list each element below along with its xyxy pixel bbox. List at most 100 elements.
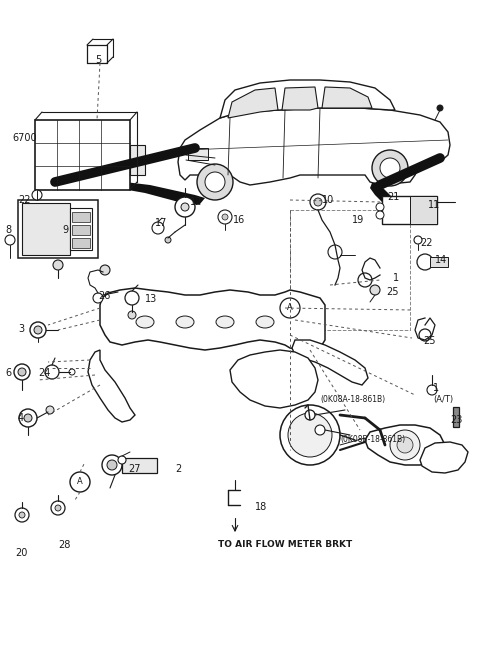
Text: A: A bbox=[77, 478, 83, 487]
Circle shape bbox=[397, 437, 413, 453]
Circle shape bbox=[372, 150, 408, 186]
Circle shape bbox=[19, 409, 37, 427]
Text: 23: 23 bbox=[450, 415, 462, 425]
Text: 1: 1 bbox=[393, 273, 399, 283]
Text: (A/T): (A/T) bbox=[433, 395, 453, 404]
Bar bbox=[72, 225, 90, 235]
Text: 25: 25 bbox=[386, 287, 398, 297]
Polygon shape bbox=[365, 425, 445, 465]
Text: 24: 24 bbox=[38, 368, 50, 378]
Bar bbox=[22, 203, 70, 255]
Circle shape bbox=[5, 235, 15, 245]
Circle shape bbox=[69, 369, 75, 375]
Text: 12: 12 bbox=[190, 197, 203, 207]
Circle shape bbox=[390, 430, 420, 460]
Text: (0K08B-18-861B): (0K08B-18-861B) bbox=[340, 435, 405, 444]
Circle shape bbox=[305, 410, 315, 420]
Circle shape bbox=[417, 254, 433, 270]
Polygon shape bbox=[292, 340, 368, 385]
Text: 22: 22 bbox=[18, 195, 31, 205]
Text: 18: 18 bbox=[255, 502, 267, 512]
Text: 1: 1 bbox=[433, 383, 439, 393]
Text: 27: 27 bbox=[128, 464, 141, 474]
Text: 2: 2 bbox=[175, 464, 181, 474]
Polygon shape bbox=[100, 288, 325, 350]
Circle shape bbox=[19, 512, 25, 518]
Circle shape bbox=[102, 455, 122, 475]
Circle shape bbox=[165, 237, 171, 243]
Circle shape bbox=[414, 236, 422, 244]
Bar bbox=[430, 257, 448, 267]
Circle shape bbox=[152, 222, 164, 234]
Ellipse shape bbox=[216, 316, 234, 328]
Circle shape bbox=[128, 311, 136, 319]
Text: 28: 28 bbox=[58, 540, 71, 550]
Text: 14: 14 bbox=[435, 255, 447, 265]
Polygon shape bbox=[322, 87, 372, 108]
Polygon shape bbox=[420, 442, 468, 473]
Text: 17: 17 bbox=[155, 218, 168, 228]
Text: 19: 19 bbox=[352, 215, 364, 225]
Bar bbox=[70, 208, 92, 250]
Circle shape bbox=[376, 211, 384, 219]
Bar bbox=[130, 145, 145, 175]
Polygon shape bbox=[178, 108, 450, 185]
Circle shape bbox=[55, 505, 61, 511]
Ellipse shape bbox=[256, 316, 274, 328]
Text: 4: 4 bbox=[18, 413, 24, 423]
Text: 6: 6 bbox=[5, 368, 11, 378]
Bar bbox=[35, 120, 130, 190]
Text: TO AIR FLOW METER BRKT: TO AIR FLOW METER BRKT bbox=[218, 540, 352, 549]
Circle shape bbox=[205, 172, 225, 192]
Text: 6700: 6700 bbox=[12, 133, 36, 143]
Circle shape bbox=[181, 203, 189, 211]
Ellipse shape bbox=[176, 316, 194, 328]
Circle shape bbox=[288, 413, 332, 457]
Circle shape bbox=[118, 456, 126, 464]
Circle shape bbox=[45, 365, 59, 379]
Circle shape bbox=[32, 190, 42, 200]
Circle shape bbox=[15, 508, 29, 522]
Circle shape bbox=[310, 194, 326, 210]
Circle shape bbox=[93, 293, 103, 303]
Circle shape bbox=[380, 158, 400, 178]
Bar bbox=[453, 407, 459, 427]
Circle shape bbox=[24, 414, 32, 422]
Circle shape bbox=[70, 472, 90, 492]
Text: 22: 22 bbox=[420, 238, 432, 248]
Text: 8: 8 bbox=[5, 225, 11, 235]
Circle shape bbox=[107, 460, 117, 470]
Polygon shape bbox=[220, 80, 395, 118]
Text: 16: 16 bbox=[233, 215, 245, 225]
Circle shape bbox=[222, 214, 228, 220]
Circle shape bbox=[419, 329, 431, 341]
Text: 11: 11 bbox=[428, 200, 440, 210]
Bar bbox=[18, 200, 98, 258]
Text: 25: 25 bbox=[423, 336, 435, 346]
Circle shape bbox=[53, 260, 63, 270]
Text: (0K08A-18-861B): (0K08A-18-861B) bbox=[320, 395, 385, 404]
Polygon shape bbox=[282, 87, 318, 110]
Text: 9: 9 bbox=[62, 225, 68, 235]
Circle shape bbox=[51, 501, 65, 515]
Bar bbox=[410, 196, 437, 224]
Circle shape bbox=[315, 425, 325, 435]
Circle shape bbox=[125, 291, 139, 305]
Circle shape bbox=[328, 245, 342, 259]
Text: 5: 5 bbox=[95, 55, 101, 65]
Text: 20: 20 bbox=[15, 548, 27, 558]
Polygon shape bbox=[88, 170, 205, 205]
Circle shape bbox=[358, 273, 372, 287]
Text: A: A bbox=[287, 304, 293, 312]
Circle shape bbox=[280, 298, 300, 318]
Circle shape bbox=[18, 368, 26, 376]
Text: 13: 13 bbox=[145, 294, 157, 304]
Text: 3: 3 bbox=[18, 324, 24, 334]
Text: 10: 10 bbox=[322, 195, 334, 205]
Polygon shape bbox=[88, 350, 135, 422]
Circle shape bbox=[427, 385, 437, 395]
Bar bbox=[122, 458, 157, 473]
Circle shape bbox=[46, 406, 54, 414]
Bar bbox=[72, 212, 90, 222]
Circle shape bbox=[370, 285, 380, 295]
